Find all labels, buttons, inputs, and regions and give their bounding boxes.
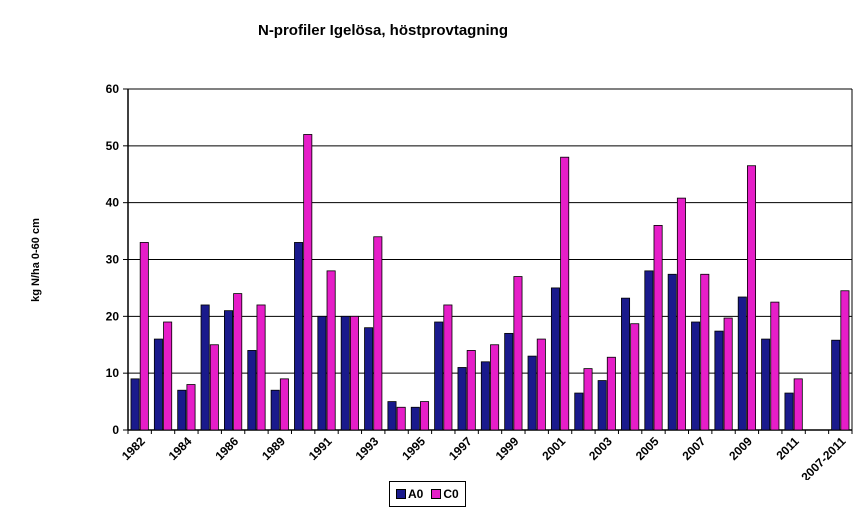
bar-a0-2001 [550, 287, 560, 431]
bar-a0-1985 [200, 304, 210, 431]
bar-a0-1995 [410, 406, 420, 431]
y-tick-label: 60 [106, 82, 120, 96]
legend-swatch-c0 [431, 489, 442, 499]
x-tick-label: 1991 [306, 434, 335, 463]
x-tick-label: 1982 [119, 434, 148, 463]
bar-a0-2004 [621, 297, 631, 431]
bar-a0-1997 [457, 367, 467, 431]
bar-a0-1990 [294, 242, 304, 431]
bar-a0-1991 [317, 315, 327, 431]
bar-c0-2001 [560, 156, 570, 431]
bar-c0-2004 [630, 323, 640, 431]
bar-a0-2007 [691, 321, 701, 431]
y-tick-label: 50 [106, 139, 120, 153]
bar-a0-1982 [130, 378, 140, 431]
x-tick-label: 1986 [212, 434, 241, 463]
x-tick-label: 1999 [493, 434, 522, 463]
bar-a0-1994 [387, 401, 397, 431]
x-tick-label: 2005 [633, 434, 662, 463]
bar-a0-2011 [784, 392, 794, 431]
bar-a0-1988 [247, 350, 257, 431]
legend-item-c0: C0 [431, 487, 459, 501]
bar-c0-2011 [793, 378, 803, 431]
bar-c0-1996 [443, 304, 453, 431]
x-tick-label: 1997 [446, 434, 475, 463]
bar-a0-1984 [177, 389, 187, 431]
bar-a0-1992 [340, 315, 350, 431]
x-tick-label: 1993 [353, 434, 382, 463]
bar-c0-1998 [490, 344, 500, 431]
legend-label-a0: A0 [408, 487, 424, 501]
bar-c0-2008 [723, 317, 733, 431]
x-tick-label: 2007-2011 [798, 434, 848, 480]
bar-c0-2002 [583, 368, 593, 431]
bar-c0-2005 [653, 224, 663, 431]
bar-c0-1986 [233, 293, 243, 431]
bar-c0-2006 [676, 197, 686, 431]
bar-c0-1985 [209, 344, 219, 431]
y-tick-label: 20 [106, 309, 120, 323]
bar-a0-2010 [761, 338, 771, 431]
bar-a0-2009 [737, 296, 747, 431]
x-tick-label: 2009 [726, 434, 755, 463]
legend-swatch-a0 [396, 489, 406, 499]
y-tick-label: 10 [106, 366, 120, 380]
bar-a0-1986 [223, 310, 233, 431]
bar-a0-2007-2011 [831, 339, 841, 431]
bar-c0-1995 [420, 401, 430, 431]
bar-c0-1997 [466, 350, 476, 431]
bar-c0-2009 [747, 165, 757, 431]
bar-c0-1999 [513, 276, 523, 431]
bar-c0-2010 [770, 301, 780, 431]
bar-c0-2007-2011 [840, 290, 850, 431]
x-tick-label: 1995 [399, 434, 428, 463]
x-tick-label: 1989 [259, 434, 288, 463]
y-tick-label: 30 [106, 253, 120, 267]
bar-a0-2008 [714, 330, 724, 431]
bar-c0-1989 [279, 378, 289, 431]
x-tick-label: 2001 [539, 434, 568, 463]
legend-label-c0: C0 [443, 487, 459, 501]
y-tick-label: 40 [106, 196, 120, 210]
bar-a0-2000 [527, 355, 537, 431]
bar-a0-1998 [480, 361, 490, 431]
bar-c0-1988 [256, 304, 266, 431]
chart-title: N-profiler Igelösa, höstprovtagning [257, 22, 508, 39]
bar-c0-1994 [396, 406, 406, 431]
bar-c0-1990 [303, 134, 313, 431]
bar-c0-1983 [163, 321, 173, 431]
bar-a0-1999 [504, 332, 514, 431]
bar-a0-2003 [597, 380, 607, 431]
x-tick-label: 2003 [586, 434, 615, 463]
bar-c0-2000 [536, 338, 546, 431]
bar-c0-1992 [349, 315, 359, 431]
x-tick-label: 1984 [166, 434, 195, 463]
x-tick-label: 2011 [773, 434, 802, 463]
bar-c0-2007 [700, 273, 710, 431]
x-tick-label: 2007 [680, 434, 709, 463]
bar-c0-1982 [139, 242, 149, 431]
legend-item-a0: A0 [396, 487, 423, 501]
bar-a0-1996 [434, 321, 444, 431]
legend: A0 C0 [389, 481, 466, 507]
bar-a0-1983 [153, 338, 163, 431]
chart-plot: 0 10 20 30 40 50 60 1982 1984 1986 1989 1991 1993 199… [106, 82, 853, 480]
bar-c0-1993 [373, 236, 383, 431]
bar-a0-2005 [644, 270, 654, 431]
bar-c0-1984 [186, 384, 196, 431]
bar-a0-2002 [574, 392, 584, 431]
bar-c0-2003 [606, 356, 616, 431]
bar-a0-2006 [667, 273, 677, 431]
bar-a0-1989 [270, 389, 280, 431]
bar-a0-1993 [364, 327, 374, 431]
y-tick-label: 0 [112, 423, 119, 437]
bar-c0-1991 [326, 270, 336, 431]
